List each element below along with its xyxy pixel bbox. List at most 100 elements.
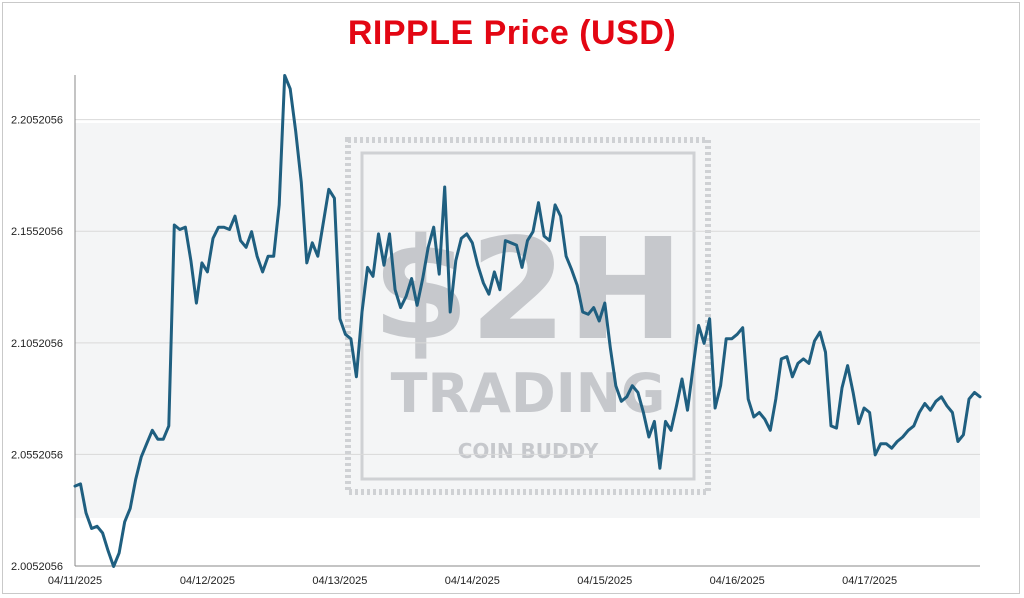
data-point bbox=[289, 88, 291, 90]
data-point bbox=[372, 275, 374, 277]
data-point bbox=[151, 429, 153, 431]
data-point bbox=[598, 320, 600, 322]
data-point bbox=[874, 454, 876, 456]
data-point bbox=[631, 384, 633, 386]
x-tick-label: 04/14/2025 bbox=[445, 575, 500, 587]
data-point bbox=[499, 289, 501, 291]
data-point bbox=[344, 333, 346, 335]
data-point bbox=[626, 396, 628, 398]
data-point bbox=[808, 362, 810, 364]
data-point bbox=[311, 242, 313, 244]
data-point bbox=[460, 237, 462, 239]
data-point bbox=[184, 226, 186, 228]
data-point bbox=[295, 130, 297, 132]
data-point bbox=[642, 411, 644, 413]
x-tick-label: 04/11/2025 bbox=[48, 575, 102, 587]
data-point bbox=[708, 318, 710, 320]
data-point bbox=[471, 242, 473, 244]
data-point bbox=[477, 264, 479, 266]
data-point bbox=[852, 391, 854, 393]
data-point bbox=[135, 478, 137, 480]
data-point bbox=[317, 255, 319, 257]
data-point bbox=[968, 398, 970, 400]
data-point bbox=[548, 239, 550, 241]
data-point bbox=[653, 420, 655, 422]
series-line-price bbox=[73, 74, 982, 568]
data-point bbox=[261, 271, 263, 273]
data-point bbox=[79, 483, 81, 485]
data-point bbox=[670, 429, 672, 431]
data-point bbox=[223, 226, 225, 228]
data-point bbox=[703, 342, 705, 344]
data-point bbox=[714, 407, 716, 409]
data-point bbox=[615, 384, 617, 386]
data-point bbox=[935, 400, 937, 402]
data-point bbox=[416, 304, 418, 306]
data-point bbox=[940, 396, 942, 398]
data-point bbox=[593, 306, 595, 308]
series-layer bbox=[73, 74, 982, 568]
axes bbox=[74, 75, 980, 567]
data-point bbox=[532, 230, 534, 232]
data-point bbox=[168, 425, 170, 427]
data-point bbox=[764, 418, 766, 420]
data-point bbox=[846, 364, 848, 366]
data-point bbox=[554, 204, 556, 206]
data-point bbox=[427, 246, 429, 248]
y-tick-label: 2.1052056 bbox=[11, 338, 63, 350]
data-point bbox=[283, 74, 285, 76]
data-point bbox=[786, 355, 788, 357]
data-point bbox=[857, 422, 859, 424]
data-point bbox=[466, 233, 468, 235]
data-point bbox=[526, 239, 528, 241]
data-point bbox=[339, 318, 341, 320]
data-point bbox=[692, 367, 694, 369]
data-point bbox=[791, 376, 793, 378]
data-point bbox=[322, 222, 324, 224]
data-point bbox=[725, 338, 727, 340]
data-point bbox=[758, 411, 760, 413]
data-point bbox=[432, 226, 434, 228]
data-point bbox=[455, 259, 457, 261]
data-point bbox=[681, 378, 683, 380]
data-point bbox=[918, 411, 920, 413]
data-point bbox=[421, 277, 423, 279]
data-point bbox=[609, 347, 611, 349]
data-point bbox=[819, 331, 821, 333]
data-point bbox=[85, 512, 87, 514]
data-point bbox=[173, 224, 175, 226]
data-point bbox=[157, 438, 159, 440]
data-point bbox=[929, 409, 931, 411]
data-point bbox=[405, 295, 407, 297]
data-point bbox=[118, 552, 120, 554]
data-point bbox=[659, 467, 661, 469]
data-point bbox=[747, 398, 749, 400]
data-point bbox=[383, 264, 385, 266]
data-point bbox=[913, 425, 915, 427]
data-point bbox=[140, 456, 142, 458]
data-point bbox=[957, 440, 959, 442]
data-point bbox=[868, 411, 870, 413]
data-point bbox=[96, 525, 98, 527]
data-point bbox=[328, 188, 330, 190]
data-point bbox=[206, 271, 208, 273]
x-tick-label: 04/12/2025 bbox=[180, 575, 235, 587]
data-point bbox=[306, 262, 308, 264]
data-point bbox=[504, 239, 506, 241]
watermark-logo: $2H TRADING COIN BUDDY bbox=[345, 137, 711, 495]
watermark-big-text: $2H bbox=[372, 209, 684, 372]
data-point bbox=[637, 391, 639, 393]
data-point bbox=[146, 443, 148, 445]
data-point bbox=[394, 289, 396, 291]
data-point bbox=[107, 550, 109, 552]
data-point bbox=[802, 358, 804, 360]
data-point bbox=[835, 427, 837, 429]
data-point bbox=[250, 230, 252, 232]
data-point bbox=[438, 273, 440, 275]
data-point bbox=[813, 340, 815, 342]
data-point bbox=[697, 324, 699, 326]
data-point bbox=[620, 400, 622, 402]
data-point bbox=[559, 215, 561, 217]
data-point bbox=[228, 228, 230, 230]
